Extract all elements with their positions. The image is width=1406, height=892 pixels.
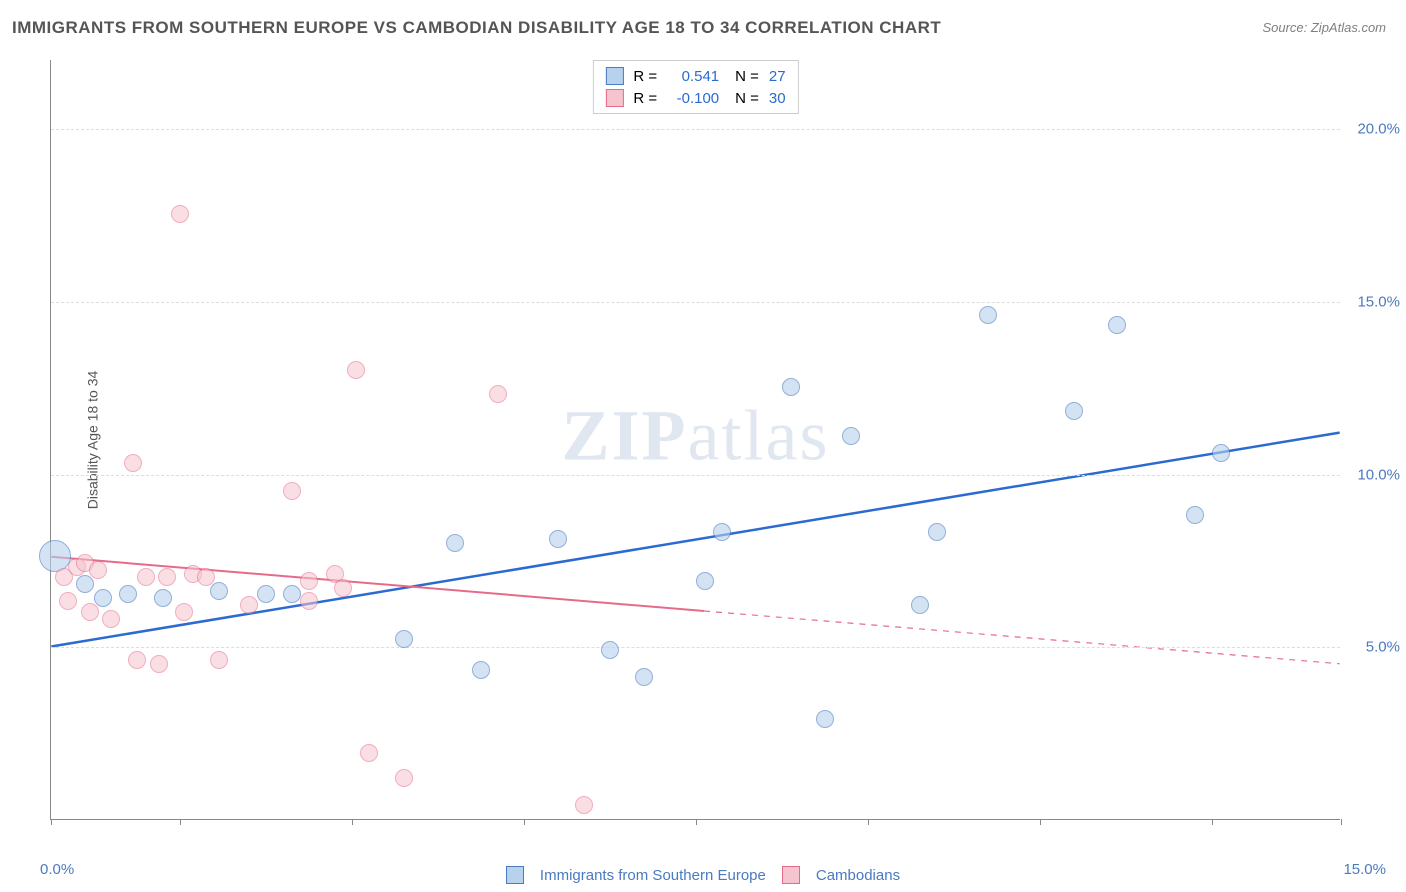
data-point <box>816 710 834 728</box>
data-point <box>635 668 653 686</box>
x-tick <box>696 819 697 825</box>
data-point <box>334 579 352 597</box>
data-point <box>154 589 172 607</box>
n-label: N = <box>735 68 759 85</box>
watermark: ZIPatlas <box>562 394 830 477</box>
data-point <box>1212 444 1230 462</box>
data-point <box>240 596 258 614</box>
data-point <box>696 572 714 590</box>
y-tick-label: 15.0% <box>1345 293 1400 310</box>
n-value-1: 27 <box>769 68 786 85</box>
data-point <box>119 585 137 603</box>
data-point <box>102 610 120 628</box>
r-value-2: -0.100 <box>667 90 719 107</box>
x-tick <box>352 819 353 825</box>
grid-line <box>51 302 1340 303</box>
x-tick <box>1341 819 1342 825</box>
data-point <box>575 796 593 814</box>
n-value-2: 30 <box>769 90 786 107</box>
r-value-1: 0.541 <box>667 68 719 85</box>
data-point <box>713 523 731 541</box>
data-point <box>81 603 99 621</box>
data-point <box>300 572 318 590</box>
data-point <box>89 561 107 579</box>
y-tick-label: 5.0% <box>1345 639 1400 656</box>
data-point <box>979 306 997 324</box>
y-tick-label: 10.0% <box>1345 466 1400 483</box>
data-point <box>76 575 94 593</box>
data-point <box>360 744 378 762</box>
legend-bottom: Immigrants from Southern Europe Cambodian… <box>0 866 1406 884</box>
data-point <box>283 482 301 500</box>
swatch-series-1 <box>605 67 623 85</box>
data-point <box>128 651 146 669</box>
legend-label: Cambodians <box>816 867 900 884</box>
swatch-series-2 <box>605 89 623 107</box>
data-point <box>395 630 413 648</box>
x-tick <box>1040 819 1041 825</box>
data-point <box>842 427 860 445</box>
data-point <box>175 603 193 621</box>
data-point <box>1108 316 1126 334</box>
x-tick <box>524 819 525 825</box>
data-point <box>1065 402 1083 420</box>
data-point <box>446 534 464 552</box>
y-tick-label: 20.0% <box>1345 121 1400 138</box>
legend-swatch <box>506 866 524 884</box>
data-point <box>549 530 567 548</box>
data-point <box>601 641 619 659</box>
legend-swatch <box>782 866 800 884</box>
data-point <box>210 651 228 669</box>
data-point <box>158 568 176 586</box>
data-point <box>94 589 112 607</box>
y-axis-label: Disability Age 18 to 34 <box>84 370 100 509</box>
data-point <box>300 592 318 610</box>
data-point <box>124 454 142 472</box>
source-attribution: Source: ZipAtlas.com <box>1262 20 1386 35</box>
data-point <box>911 596 929 614</box>
x-tick <box>1212 819 1213 825</box>
n-label: N = <box>735 90 759 107</box>
plot-area: ZIPatlas Disability Age 18 to 34 R = 0.5… <box>50 60 1340 820</box>
data-point <box>59 592 77 610</box>
legend-stats-row-2: R = -0.100 N = 30 <box>605 87 785 109</box>
data-point <box>347 361 365 379</box>
data-point <box>928 523 946 541</box>
data-point <box>782 378 800 396</box>
data-point <box>197 568 215 586</box>
trend-lines <box>51 60 1340 819</box>
r-label: R = <box>633 68 657 85</box>
x-tick <box>180 819 181 825</box>
x-tick <box>51 819 52 825</box>
legend-stats: R = 0.541 N = 27 R = -0.100 N = 30 <box>592 60 798 114</box>
legend-stats-row-1: R = 0.541 N = 27 <box>605 65 785 87</box>
data-point <box>171 205 189 223</box>
data-point <box>1186 506 1204 524</box>
data-point <box>210 582 228 600</box>
grid-line <box>51 129 1340 130</box>
data-point <box>150 655 168 673</box>
data-point <box>489 385 507 403</box>
legend-label: Immigrants from Southern Europe <box>540 867 766 884</box>
chart-title: IMMIGRANTS FROM SOUTHERN EUROPE VS CAMBO… <box>12 18 941 38</box>
chart-container: IMMIGRANTS FROM SOUTHERN EUROPE VS CAMBO… <box>0 0 1406 892</box>
data-point <box>137 568 155 586</box>
x-tick <box>868 819 869 825</box>
grid-line <box>51 475 1340 476</box>
data-point <box>257 585 275 603</box>
data-point <box>395 769 413 787</box>
data-point <box>472 661 490 679</box>
grid-line <box>51 647 1340 648</box>
r-label: R = <box>633 90 657 107</box>
data-point <box>283 585 301 603</box>
